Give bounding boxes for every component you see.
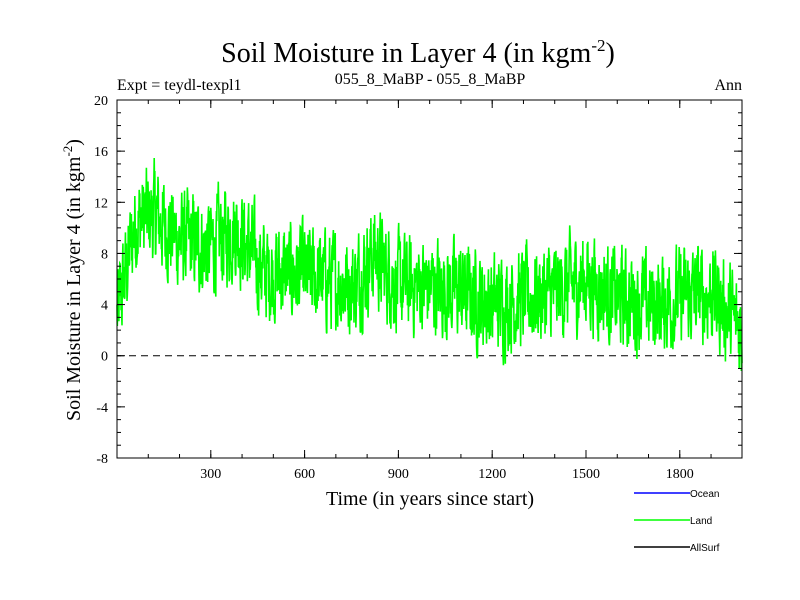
legend-label-land: Land	[690, 516, 712, 527]
y-tick-label: 4	[101, 299, 108, 314]
y-axis-label: Soil Moisture in Layer 4 (in kgm-2)	[60, 139, 85, 421]
y-tick-label: 16	[94, 145, 108, 160]
legend-label-ocean: Ocean	[690, 489, 719, 500]
series-line-land	[116, 158, 743, 371]
legend: Ocean Land AllSurf	[634, 489, 720, 554]
ylabel-superscript: -2	[60, 146, 75, 157]
plot-area	[116, 158, 743, 371]
x-tick-label: 300	[200, 467, 221, 482]
axes: -8 -4 0 4 8 12 16 20 300 600 900 1200 1500 1800	[94, 94, 743, 482]
y-tick-label: -8	[96, 452, 108, 467]
y-tick-label: -4	[96, 401, 108, 416]
x-tick-label: 1200	[478, 467, 506, 482]
x-tick-label: 900	[388, 467, 409, 482]
title-superscript: -2	[591, 36, 605, 55]
y-tick-label: 20	[94, 94, 108, 109]
x-tick-label: 600	[294, 467, 315, 482]
y-tick-label: 0	[101, 350, 108, 365]
x-tick-label: 1800	[666, 467, 694, 482]
x-axis-label: Time (in years since start)	[326, 488, 534, 510]
y-tick-label: 8	[101, 247, 108, 262]
legend-label-allsurf: AllSurf	[690, 543, 720, 554]
chart-title: Soil Moisture in Layer 4 (in kgm-2)	[221, 36, 615, 69]
subtitle-season: Ann	[714, 77, 742, 94]
subtitle-experiment: Expt = teydl-texpl1	[117, 77, 242, 94]
subtitle-period: 055_8_MaBP - 055_8_MaBP	[335, 71, 526, 88]
y-tick-label: 12	[94, 196, 108, 211]
x-tick-label: 1500	[572, 467, 600, 482]
